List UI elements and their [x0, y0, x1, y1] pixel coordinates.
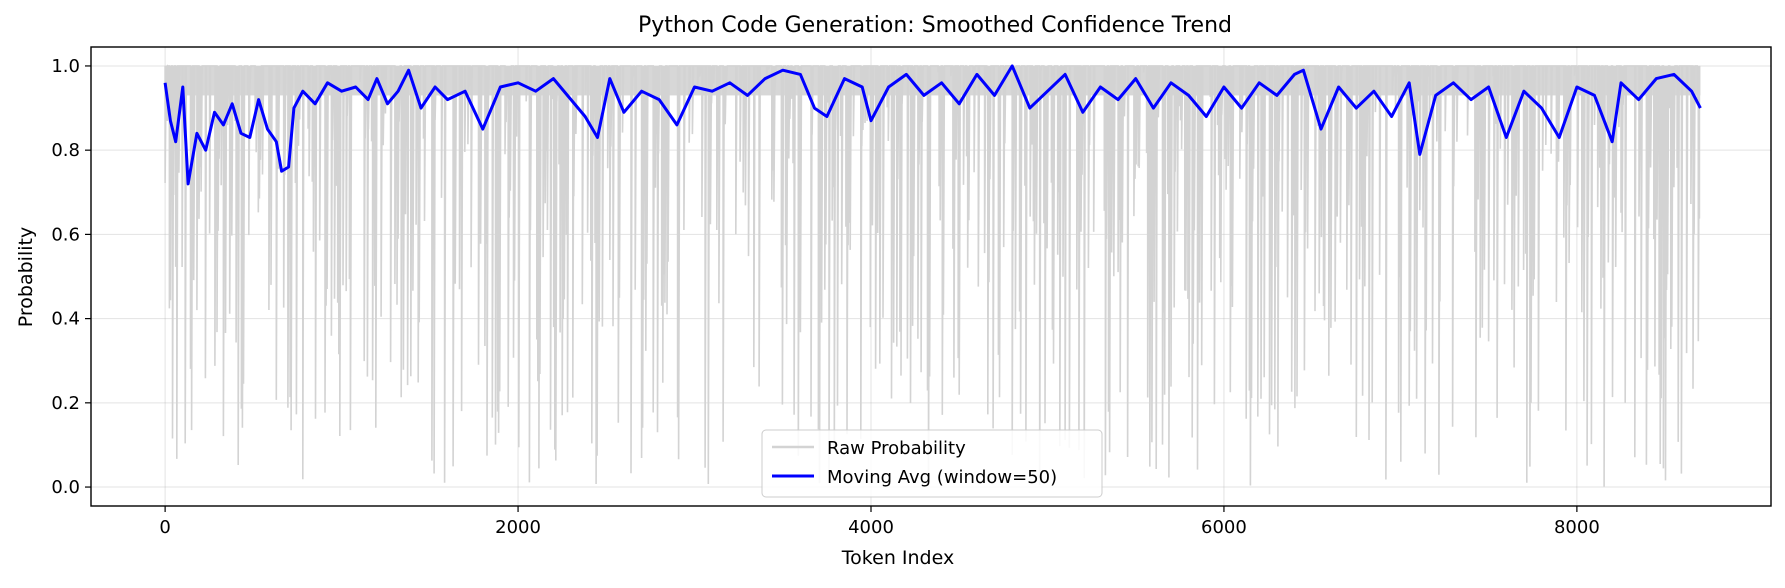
legend-avg-label: Moving Avg (window=50) — [827, 467, 1057, 488]
y-tick-label: 0.4 — [51, 309, 80, 330]
x-tick-label: 0 — [159, 517, 170, 538]
legend: Raw Probability Moving Avg (window=50) — [761, 429, 1103, 498]
y-tick-label: 0.0 — [51, 477, 80, 498]
y-axis-ticks: 0.0 0.2 0.4 0.6 0.8 1.0 — [51, 56, 91, 498]
y-tick-label: 0.2 — [51, 393, 80, 414]
y-tick-label: 1.0 — [51, 56, 80, 77]
raw-probability-band — [165, 65, 1701, 96]
y-tick-label: 0.8 — [51, 140, 80, 161]
plot-area-frame — [90, 46, 1772, 507]
x-tick-label: 8000 — [1554, 517, 1600, 538]
legend-raw-label: Raw Probability — [827, 438, 966, 459]
chart-title: Python Code Generation: Smoothed Confide… — [638, 13, 1232, 38]
x-tick-label: 2000 — [495, 517, 541, 538]
x-axis-ticks: 0 2000 4000 6000 8000 — [159, 506, 1600, 538]
moving-average-series — [163, 64, 1702, 186]
x-tick-label: 6000 — [1201, 517, 1247, 538]
moving-average-line — [163, 64, 1702, 186]
raw-probability-line — [164, 64, 1701, 487]
y-axis-label: Probability — [15, 227, 37, 327]
x-axis-label: Token Index — [841, 547, 954, 569]
raw-probability-series — [164, 64, 1701, 487]
x-tick-label: 4000 — [848, 517, 894, 538]
legend-box — [761, 429, 1103, 498]
y-tick-label: 0.6 — [51, 224, 80, 245]
